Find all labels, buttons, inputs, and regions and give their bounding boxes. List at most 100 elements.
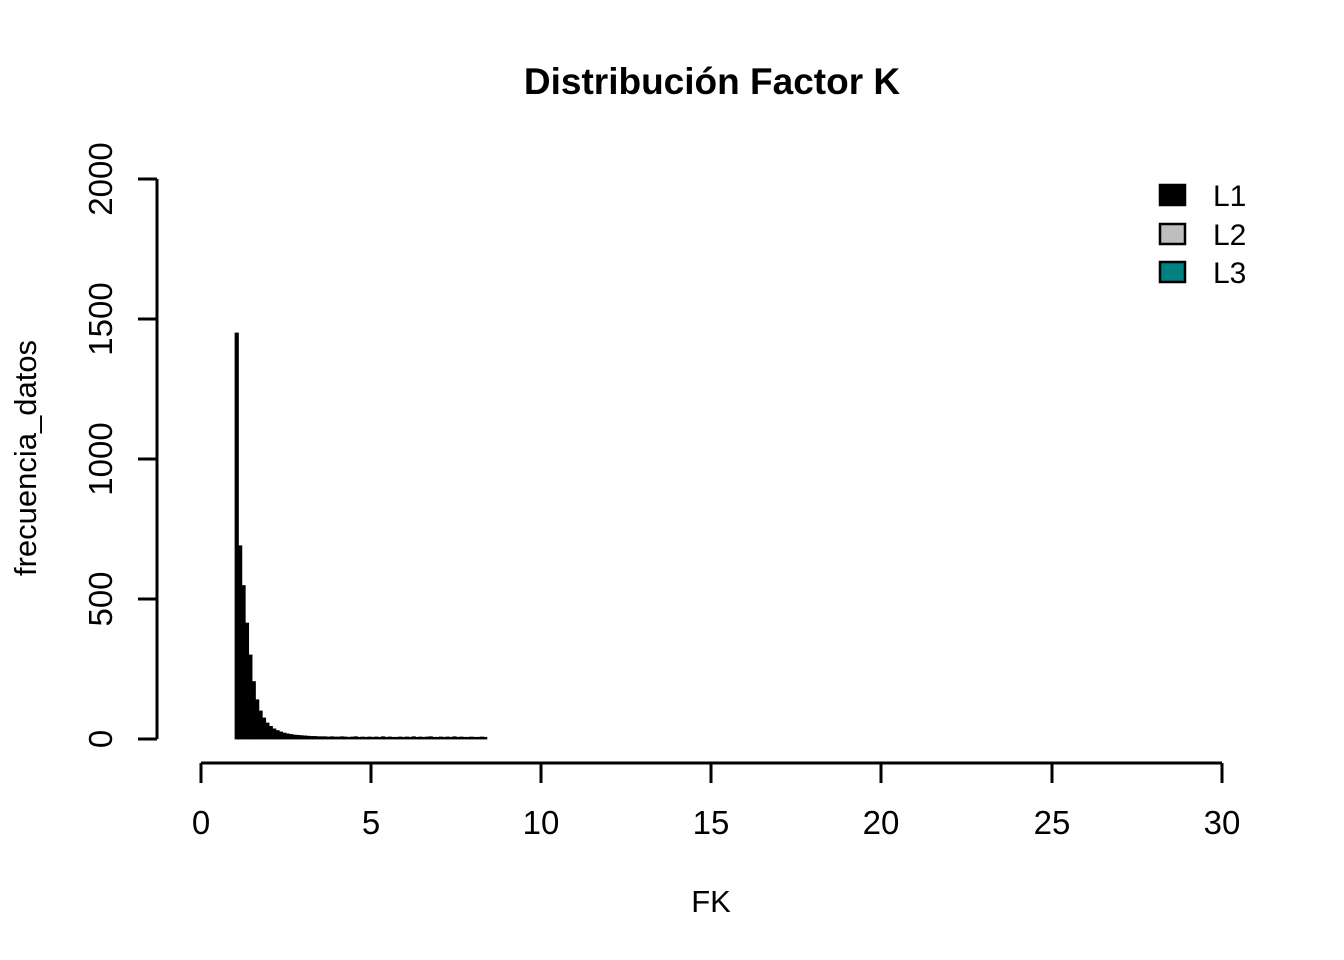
histogram-bar (455, 736, 461, 740)
y-tick-label: 1500 (82, 282, 119, 355)
histogram-bar (445, 736, 450, 740)
histogram-bar (438, 736, 444, 740)
histogram-bar (299, 735, 304, 740)
histogram-bar (255, 699, 260, 740)
histogram-bar (326, 736, 331, 740)
histogram-bar (469, 736, 474, 740)
histogram-bar (397, 736, 403, 740)
histogram-bar (244, 622, 250, 740)
histogram-bar (309, 736, 314, 740)
x-axis-tick-labels: 0 5 10 15 20 25 30 (192, 804, 1241, 841)
legend-label-l1: L1 (1213, 180, 1246, 213)
histogram-bar (234, 332, 239, 740)
histogram-bar (248, 654, 253, 740)
y-tick-label: 2000 (82, 142, 119, 215)
histogram-bar (258, 710, 263, 740)
legend-label-l2: L2 (1213, 219, 1246, 252)
histogram-bar (360, 736, 365, 740)
legend-swatch-l1 (1158, 183, 1187, 207)
histogram-bar (319, 736, 324, 740)
y-axis-tick-labels: 0 500 1000 1500 2000 (82, 142, 119, 748)
histogram-bar (370, 736, 375, 740)
histogram-bar (289, 734, 294, 740)
histogram-bar (374, 736, 379, 740)
histogram-bars (234, 332, 488, 740)
histogram-bar (346, 736, 352, 740)
x-tick-label: 0 (192, 804, 210, 841)
x-tick-label: 20 (863, 804, 900, 841)
histogram-bar (466, 736, 471, 740)
histogram-bar (272, 728, 277, 740)
x-axis-ticks (199, 763, 1224, 783)
histogram-bar (472, 736, 478, 740)
histogram-bar (333, 736, 338, 740)
histogram-bar (357, 736, 362, 740)
legend-swatch-l2 (1158, 222, 1187, 246)
legend: L1 L2 L3 (1158, 180, 1246, 290)
histogram-bar (329, 736, 335, 740)
legend-label-l3: L3 (1213, 257, 1246, 290)
histogram-bar (292, 734, 297, 740)
histogram-bar (367, 736, 372, 740)
histogram-bar (411, 736, 416, 740)
x-tick-label: 10 (523, 804, 560, 841)
histogram-bar (442, 736, 447, 740)
histogram-bar (268, 726, 273, 740)
histogram-bar (449, 736, 454, 740)
histogram-bar (380, 736, 386, 740)
histogram-bar (415, 736, 420, 740)
histogram-bar (408, 736, 413, 740)
histogram-bar (363, 736, 369, 740)
histogram-bar (306, 735, 311, 740)
histogram-bar (384, 736, 389, 740)
histogram-bar (353, 736, 358, 740)
histogram-bar (251, 681, 256, 740)
histogram-bar (391, 736, 396, 740)
y-tick-label: 0 (82, 730, 119, 748)
histogram-bar (312, 736, 318, 740)
histogram-bar (316, 736, 321, 740)
histogram-bar (401, 736, 406, 740)
histogram-bar (241, 585, 246, 740)
x-axis-label: FK (691, 884, 731, 919)
histogram-bar (340, 736, 345, 740)
histogram-bar (278, 731, 284, 740)
histogram-bar (387, 736, 392, 740)
histogram-bar (418, 736, 423, 740)
histogram-bar (285, 733, 290, 740)
histogram-bar (479, 736, 484, 740)
histogram-bar (350, 736, 355, 740)
y-tick-label: 1000 (82, 422, 119, 495)
histogram-bar (432, 736, 437, 740)
y-axis-ticks (138, 177, 157, 741)
histogram-bar (302, 735, 307, 740)
x-tick-label: 30 (1204, 804, 1241, 841)
histogram-bar (377, 736, 382, 740)
histogram-bar (476, 736, 481, 740)
histogram-bar (425, 736, 430, 740)
histogram-bar (343, 736, 348, 740)
x-tick-label: 15 (693, 804, 730, 841)
histogram-bar (238, 545, 243, 740)
histogram-bar (336, 736, 341, 740)
x-tick-label: 25 (1034, 804, 1071, 841)
y-tick-label: 500 (82, 571, 119, 626)
histogram-bar (265, 722, 270, 740)
legend-swatch-l3 (1158, 260, 1187, 284)
x-tick-label: 5 (362, 804, 380, 841)
histogram-bar (421, 736, 427, 740)
histogram-bar (394, 736, 399, 740)
histogram-bar (275, 730, 280, 740)
histogram-bar (462, 736, 467, 740)
histogram-bar (295, 734, 301, 740)
histogram-bar (261, 717, 267, 740)
histogram-bar (459, 736, 464, 740)
histogram-bar (323, 736, 328, 740)
y-axis-label: frecuencia_datos (8, 340, 43, 576)
histogram-bar (282, 732, 287, 740)
histogram-bar (452, 736, 457, 740)
histogram-bar (428, 736, 433, 740)
histogram-bar (404, 736, 410, 740)
